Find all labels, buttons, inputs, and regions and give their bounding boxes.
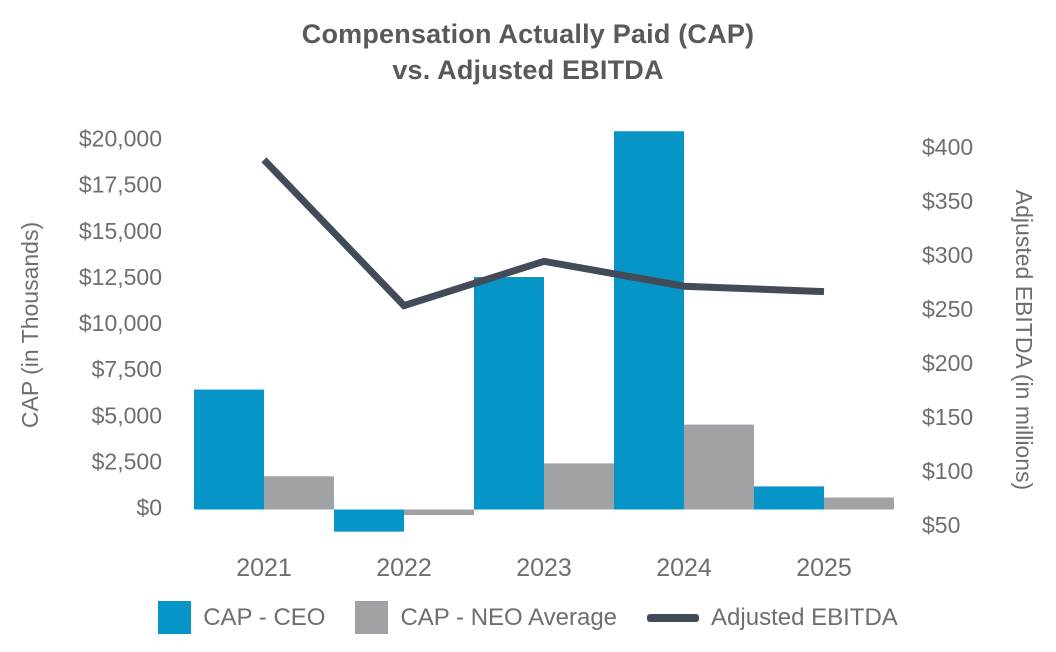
right-axis-tick-label: $300	[922, 242, 973, 268]
x-axis-label-2025: 2025	[796, 554, 852, 582]
bar-ceo-2025	[754, 486, 824, 510]
bar-ceo-2024	[614, 131, 684, 510]
left-axis-tick-label: $12,500	[79, 264, 162, 290]
left-axis-tick-label: $0	[136, 495, 162, 521]
legend-label-cap-ceo: CAP - CEO	[203, 603, 326, 631]
chart-title-line2: vs. Adjusted EBITDA	[392, 55, 664, 85]
bar-neo-2024	[684, 424, 754, 510]
bar-ceo-2021	[194, 389, 264, 510]
left-axis-tick-label: $10,000	[79, 310, 162, 336]
right-axis-tick-label: $400	[922, 134, 973, 160]
chart-title-line1: Compensation Actually Paid (CAP)	[301, 19, 755, 49]
cap-neo-swatch-icon	[355, 601, 389, 634]
right-axis-tick-label: $350	[922, 188, 973, 214]
bar-ceo-2022	[334, 509, 404, 532]
x-axis-label-2021: 2021	[236, 554, 292, 582]
ebitda-line-swatch-icon	[647, 613, 700, 622]
legend-label-cap-neo: CAP - NEO Average	[400, 603, 618, 631]
left-axis-tick-label: $7,500	[92, 356, 162, 382]
right-axis-tick-label: $50	[922, 512, 960, 538]
ebitda-line	[261, 157, 825, 310]
left-axis-tick-label: $20,000	[79, 126, 162, 152]
right-axis-tick-label: $250	[922, 296, 973, 322]
left-axis-title: CAP (in Thousands)	[17, 222, 43, 428]
chart-title: Compensation Actually Paid (CAP) vs. Adj…	[0, 16, 1056, 88]
bar-neo-2025	[824, 497, 894, 510]
cap-ceo-swatch-icon	[158, 601, 192, 634]
legend-item-cap-ceo: CAP - CEO	[158, 601, 325, 634]
left-axis-tick-label: $17,500	[79, 172, 162, 198]
legend-item-cap-neo: CAP - NEO Average	[355, 601, 617, 634]
bar-neo-2021	[264, 476, 334, 510]
left-axis-tick-label: $2,500	[92, 448, 162, 474]
legend-label-ebitda: Adjusted EBITDA	[711, 603, 898, 631]
right-axis-tick-label: $100	[922, 458, 973, 484]
left-axis-tick-label: $5,000	[92, 402, 162, 428]
x-axis-label-2023: 2023	[516, 554, 572, 582]
x-axis-label-2022: 2022	[376, 554, 432, 582]
chart-legend: CAP - CEO CAP - NEO Average Adjusted EBI…	[0, 601, 1056, 634]
right-axis-title: Adjusted EBITDA (in millions)	[1011, 190, 1037, 490]
bar-ceo-2023	[474, 277, 544, 510]
bar-neo-2022	[404, 509, 474, 516]
left-axis-tick-label: $15,000	[79, 218, 162, 244]
x-axis-label-2024: 2024	[656, 554, 712, 582]
bar-neo-2023	[544, 463, 614, 510]
right-axis-tick-label: $200	[922, 350, 973, 376]
legend-item-ebitda: Adjusted EBITDA	[647, 604, 898, 632]
right-axis-tick-label: $150	[922, 404, 973, 430]
